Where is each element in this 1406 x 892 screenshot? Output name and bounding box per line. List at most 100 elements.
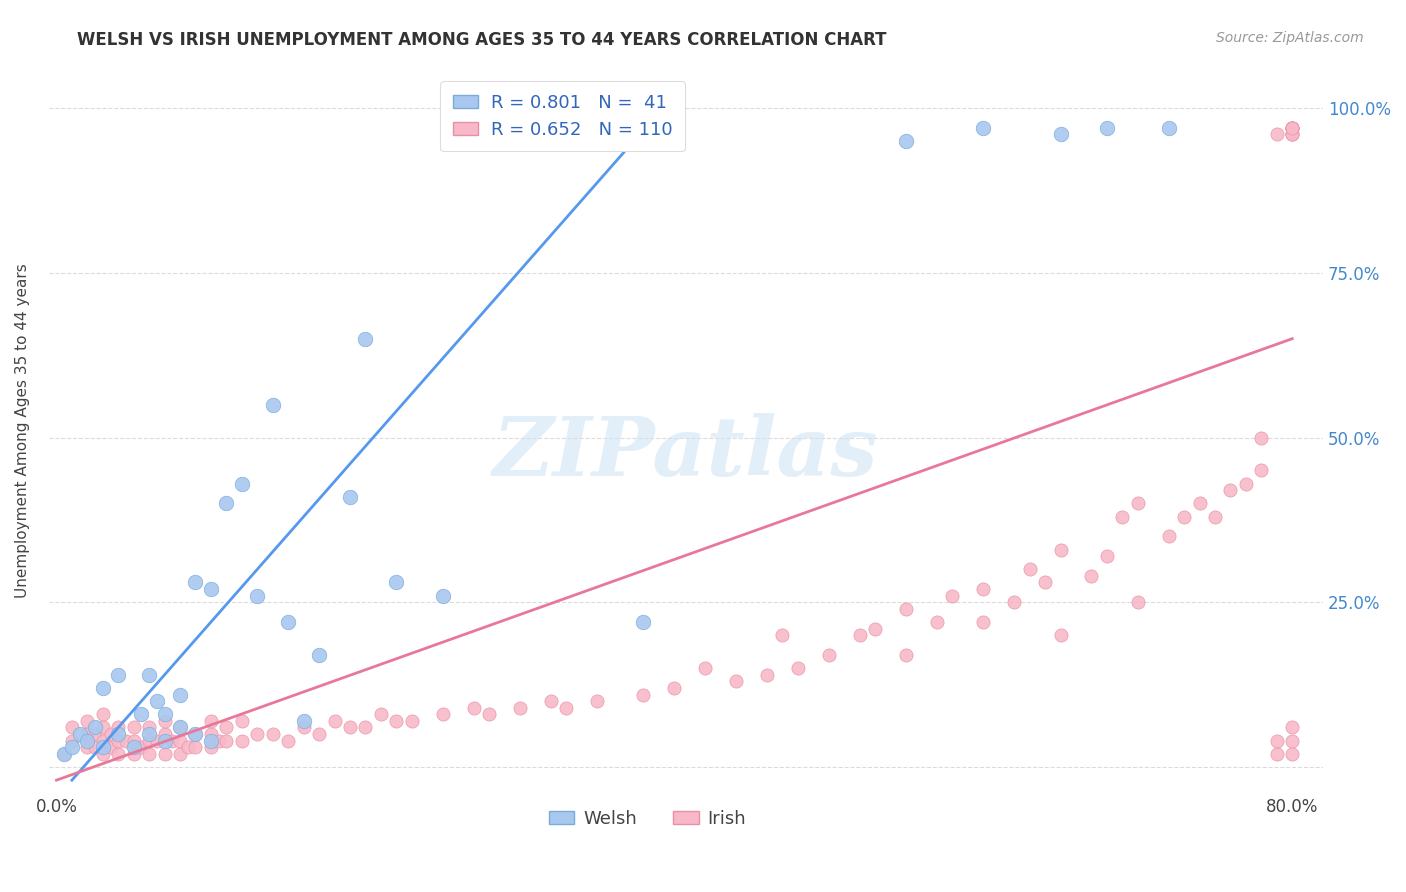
Text: WELSH VS IRISH UNEMPLOYMENT AMONG AGES 35 TO 44 YEARS CORRELATION CHART: WELSH VS IRISH UNEMPLOYMENT AMONG AGES 3… <box>77 31 887 49</box>
Point <box>76 733 98 747</box>
Point <box>53 747 76 761</box>
Y-axis label: Unemployment Among Ages 35 to 44 years: Unemployment Among Ages 35 to 44 years <box>15 263 30 599</box>
Point <box>478 707 501 722</box>
Point <box>153 707 176 722</box>
Point <box>153 747 176 761</box>
Point <box>262 727 284 741</box>
Point <box>1281 120 1303 135</box>
Point <box>208 733 231 747</box>
Point <box>1095 120 1118 135</box>
Point <box>184 727 207 741</box>
Point <box>1281 120 1303 135</box>
Point <box>586 120 609 135</box>
Point <box>84 721 107 735</box>
Point <box>200 714 222 728</box>
Point <box>894 648 917 662</box>
Point <box>323 714 346 728</box>
Point <box>262 398 284 412</box>
Point <box>787 661 810 675</box>
Point <box>122 747 145 761</box>
Point <box>146 694 169 708</box>
Point <box>107 747 129 761</box>
Point <box>138 733 160 747</box>
Point <box>354 332 377 346</box>
Point <box>292 714 315 728</box>
Point <box>772 628 794 642</box>
Point <box>1265 747 1288 761</box>
Point <box>153 733 176 747</box>
Point <box>1281 120 1303 135</box>
Point <box>122 740 145 755</box>
Point <box>1049 542 1071 557</box>
Point <box>1126 595 1149 609</box>
Point <box>84 740 107 755</box>
Point <box>91 733 114 747</box>
Point <box>540 694 562 708</box>
Point <box>1234 476 1257 491</box>
Point <box>131 707 153 722</box>
Point <box>1033 575 1056 590</box>
Point <box>1219 483 1241 498</box>
Point <box>91 747 114 761</box>
Legend: Welsh, Irish: Welsh, Irish <box>541 803 754 835</box>
Point <box>339 721 361 735</box>
Point <box>215 721 238 735</box>
Point <box>401 714 423 728</box>
Point <box>91 681 114 695</box>
Point <box>894 602 917 616</box>
Point <box>1173 509 1195 524</box>
Point <box>1250 430 1272 444</box>
Point <box>972 582 994 596</box>
Point <box>1281 721 1303 735</box>
Point <box>725 674 748 689</box>
Point <box>1250 463 1272 477</box>
Point <box>169 721 191 735</box>
Point <box>169 721 191 735</box>
Point <box>84 727 107 741</box>
Point <box>1265 128 1288 142</box>
Point <box>633 615 655 629</box>
Point <box>76 714 98 728</box>
Point <box>138 727 160 741</box>
Point <box>91 721 114 735</box>
Point <box>1157 529 1180 543</box>
Point <box>215 496 238 510</box>
Point <box>1281 128 1303 142</box>
Point <box>1018 562 1040 576</box>
Point <box>200 727 222 741</box>
Point <box>60 733 83 747</box>
Point <box>1281 120 1303 135</box>
Point <box>633 688 655 702</box>
Point <box>308 648 330 662</box>
Point <box>76 740 98 755</box>
Point <box>100 740 122 755</box>
Point <box>925 615 948 629</box>
Point <box>184 727 207 741</box>
Point <box>463 700 485 714</box>
Point <box>432 707 454 722</box>
Point <box>941 589 963 603</box>
Point <box>308 727 330 741</box>
Point <box>586 694 609 708</box>
Point <box>848 628 870 642</box>
Point <box>177 740 200 755</box>
Point <box>509 700 531 714</box>
Point <box>138 667 160 681</box>
Point <box>169 733 191 747</box>
Point <box>215 733 238 747</box>
Point <box>1281 120 1303 135</box>
Point <box>1111 509 1133 524</box>
Point <box>695 661 717 675</box>
Point <box>354 721 377 735</box>
Point <box>107 667 129 681</box>
Point <box>162 733 184 747</box>
Point <box>169 747 191 761</box>
Point <box>246 589 269 603</box>
Point <box>664 681 686 695</box>
Point <box>115 733 138 747</box>
Point <box>138 747 160 761</box>
Point <box>1095 549 1118 563</box>
Point <box>122 733 145 747</box>
Point <box>863 622 886 636</box>
Point <box>1049 628 1071 642</box>
